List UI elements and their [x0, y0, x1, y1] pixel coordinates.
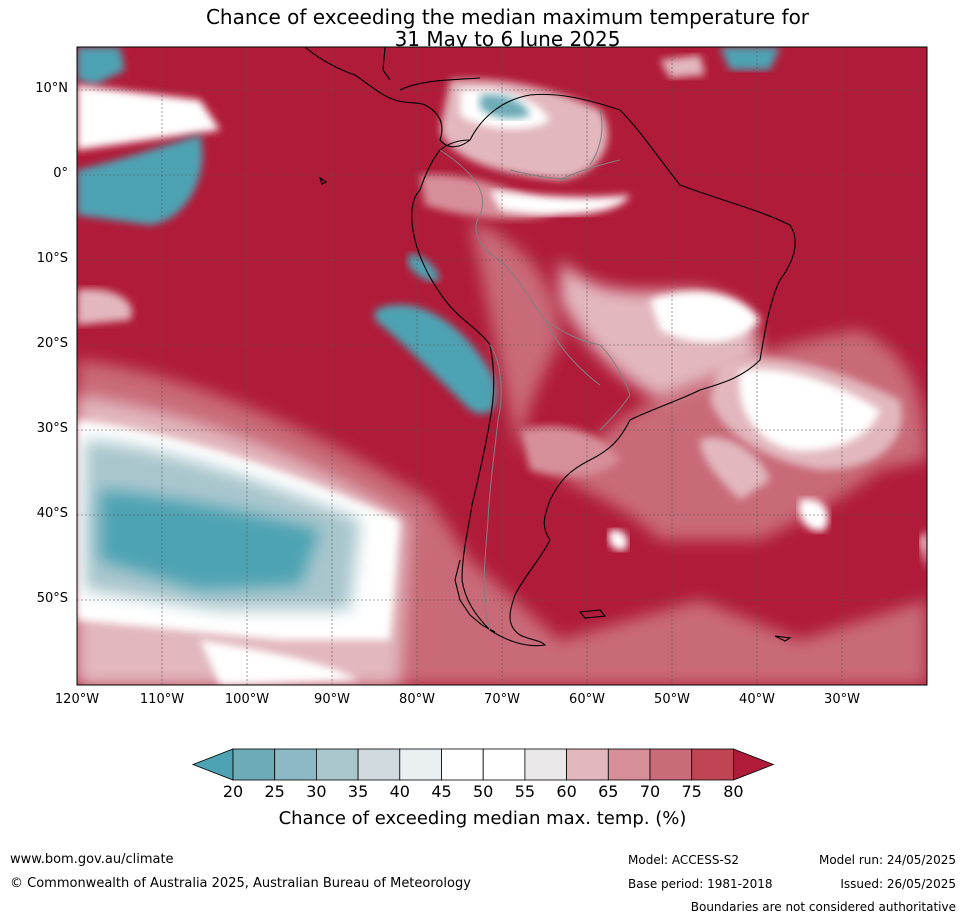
colorbar-swatch	[524, 748, 568, 781]
colorbar-swatch	[566, 748, 609, 781]
colorbar-swatch	[607, 748, 651, 781]
longitude-label: 60°W	[569, 692, 605, 707]
colorbar-tick-label: 75	[681, 782, 702, 801]
longitude-label: 80°W	[399, 692, 435, 707]
colorbar-tick-label: 30	[306, 782, 327, 801]
colorbar-tick-label: 45	[431, 782, 452, 801]
colorbar-swatch	[274, 748, 317, 781]
colorbar-tick-label: 60	[556, 782, 577, 801]
map-title-line-1: Chance of exceeding the median maximum t…	[205, 5, 810, 29]
colorbar-swatch	[315, 748, 359, 781]
base-period: Base period: 1981-2018	[628, 877, 773, 891]
longitude-label: 40°W	[739, 692, 775, 707]
longitude-label: 30°W	[824, 692, 860, 707]
colorbar-swatch	[357, 748, 401, 781]
latitude-label: 40°S	[36, 506, 68, 521]
colorbar-swatch	[691, 748, 734, 781]
colorbar-tick-label: 70	[639, 782, 661, 801]
longitude-label: 70°W	[484, 692, 520, 707]
longitude-label: 90°W	[314, 692, 350, 707]
colorbar-tick-label: 80	[723, 782, 744, 801]
colorbar-swatch	[232, 748, 276, 781]
latitude-label: 10°S	[36, 251, 68, 266]
country-borders	[439, 109, 631, 631]
latitude-label: 0°	[53, 166, 68, 181]
boundaries-disclaimer: Boundaries are not considered authoritat…	[690, 900, 956, 914]
colorbar-tick-label: 50	[473, 782, 494, 801]
coastlines	[304, 47, 796, 647]
colorbar-swatch	[441, 748, 484, 781]
model-run-date: Model run: 24/05/2025	[818, 853, 956, 867]
latitude-label: 50°S	[36, 591, 68, 606]
colorbar-swatch	[482, 748, 526, 781]
colorbar-swatch	[399, 748, 442, 781]
colorbar-extend-low	[191, 748, 234, 781]
colorbar-tick-label: 55	[514, 782, 536, 801]
latitude-label: 10°N	[35, 81, 68, 96]
latitude-label: 20°S	[36, 336, 68, 351]
colorbar-label: Chance of exceeding median max. temp. (%…	[278, 808, 687, 829]
probability-field	[77, 47, 927, 685]
longitude-label: 110°W	[139, 692, 185, 707]
colorbar-tick-label: 35	[347, 782, 369, 801]
longitude-label: 100°W	[224, 692, 270, 707]
colorbar-extend-high	[733, 748, 775, 781]
colorbar-tick-label: 65	[598, 782, 619, 801]
colorbar-swatch	[649, 748, 693, 781]
longitude-label: 120°W	[54, 692, 100, 707]
map-title-line-2: 31 May to 6 June 2025	[394, 27, 621, 51]
colorbar-tick-label: 40	[389, 782, 410, 801]
issued-date: Issued: 26/05/2025	[840, 877, 956, 891]
website-link[interactable]: www.bom.gov.au/climate	[10, 852, 174, 867]
colorbar-tick-label: 25	[264, 782, 285, 801]
graticule	[77, 47, 927, 685]
model-name: Model: ACCESS-S2	[628, 853, 740, 867]
longitude-label: 50°W	[654, 692, 690, 707]
copyright-text: © Commonwealth of Australia 2025, Austra…	[10, 876, 471, 891]
latitude-label: 30°S	[36, 421, 68, 436]
colorbar-tick-label: 20	[222, 782, 244, 801]
